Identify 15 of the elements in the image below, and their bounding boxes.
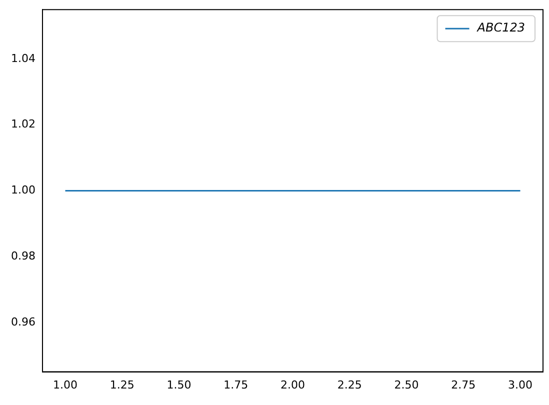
y-tick-label: 0.96	[10, 315, 36, 328]
y-tick-label: 0.98	[10, 249, 36, 262]
x-tick-label: 2.25	[337, 378, 362, 392]
x-tick-label: 1.25	[110, 378, 134, 392]
x-tick-label: 2.00	[280, 378, 305, 392]
x-tick-label: 1.75	[224, 378, 248, 392]
y-tick-label: 1.04	[10, 52, 36, 65]
x-tick-label: 1.00	[52, 378, 78, 392]
y-tick-label: 1.00	[10, 184, 36, 197]
x-tick-label: 3.00	[508, 378, 532, 392]
x-tick-label: 2.50	[394, 378, 419, 392]
x-tick-label: 2.75	[451, 378, 476, 392]
x-tick-label: 1.50	[166, 378, 192, 392]
legend-label: ABC123	[476, 20, 526, 35]
y-tick-label: 1.02	[10, 118, 36, 131]
